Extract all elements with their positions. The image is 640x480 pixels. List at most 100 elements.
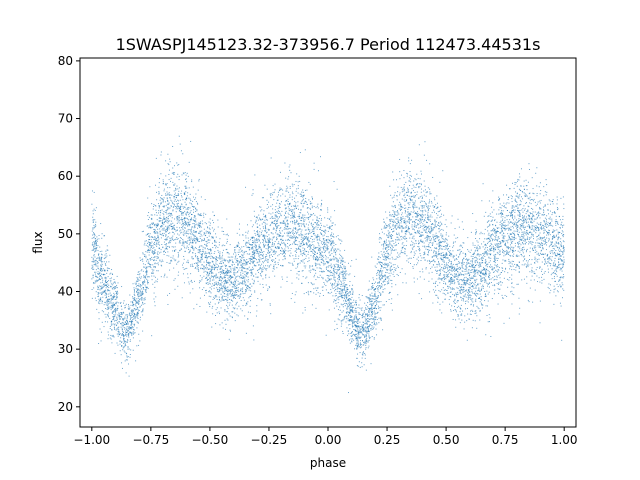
data-point [413,235,415,237]
data-point [397,275,399,277]
data-point [278,259,280,261]
data-point [207,249,209,251]
data-point [497,248,499,250]
data-point [413,196,415,198]
data-point [99,272,101,274]
data-point [534,258,536,260]
data-point [236,259,238,261]
data-point [439,269,441,271]
data-point [157,232,159,234]
data-point [305,229,307,231]
data-point [126,331,128,333]
data-point [536,266,538,268]
data-point [335,302,337,304]
data-point [534,211,536,213]
data-point [442,269,444,271]
data-point [179,241,181,243]
data-point [458,282,460,284]
data-point [291,236,293,238]
data-point [550,263,552,265]
data-point [228,304,230,306]
data-point [388,298,390,300]
data-point [160,233,162,235]
data-point [93,226,95,228]
data-point [368,288,370,290]
data-point [546,241,548,243]
data-point [100,297,102,299]
data-point [298,241,300,243]
data-point [142,291,144,293]
data-point [498,266,500,268]
data-point [96,257,98,259]
data-point [484,295,486,297]
data-point [562,277,564,279]
data-point [269,287,271,289]
data-point [177,233,179,235]
data-point [420,221,422,223]
data-point [189,211,191,213]
data-point [216,266,218,268]
data-point [227,256,229,258]
data-point [117,327,119,329]
data-point [520,168,522,170]
data-point [295,236,297,238]
data-point [234,297,236,299]
data-point [386,250,388,252]
data-point [200,253,202,255]
data-point [176,162,178,164]
data-point [549,292,551,294]
data-point [125,372,127,374]
data-point [474,294,476,296]
data-point [168,232,170,234]
data-point [374,316,376,318]
data-point [377,282,379,284]
data-point [180,211,182,213]
data-point [243,271,245,273]
data-point [221,245,223,247]
data-point [467,262,469,264]
data-point [505,246,507,248]
data-point [413,243,415,245]
data-point [553,275,555,277]
data-point [484,268,486,270]
data-point [232,291,234,293]
data-point [310,255,312,257]
data-point [392,209,394,211]
data-point [302,312,304,314]
data-point [546,234,548,236]
data-point [304,202,306,204]
data-point [239,262,241,264]
data-point [151,241,153,243]
data-point [541,270,542,272]
data-point [545,244,547,246]
data-point [230,276,232,278]
data-point [149,266,151,268]
data-point [262,235,264,237]
data-point [126,355,128,357]
data-point [234,274,236,276]
data-point [380,279,382,281]
data-point [165,228,167,230]
data-point [143,283,145,285]
data-point [351,331,353,333]
data-point [563,256,565,258]
data-point [379,271,381,273]
data-point [345,301,347,303]
data-point [272,251,274,253]
data-point [159,211,161,213]
data-point [176,185,178,187]
data-point [94,234,96,236]
data-point [327,238,329,240]
data-point [289,232,291,234]
data-point [133,292,135,294]
data-point [161,244,163,245]
data-point [111,269,113,271]
data-point [119,333,121,335]
data-point [554,265,556,267]
data-point [355,258,357,260]
data-point [388,249,390,251]
data-point [509,211,511,213]
data-point [91,190,93,192]
data-point [433,252,435,254]
data-point [129,339,131,341]
